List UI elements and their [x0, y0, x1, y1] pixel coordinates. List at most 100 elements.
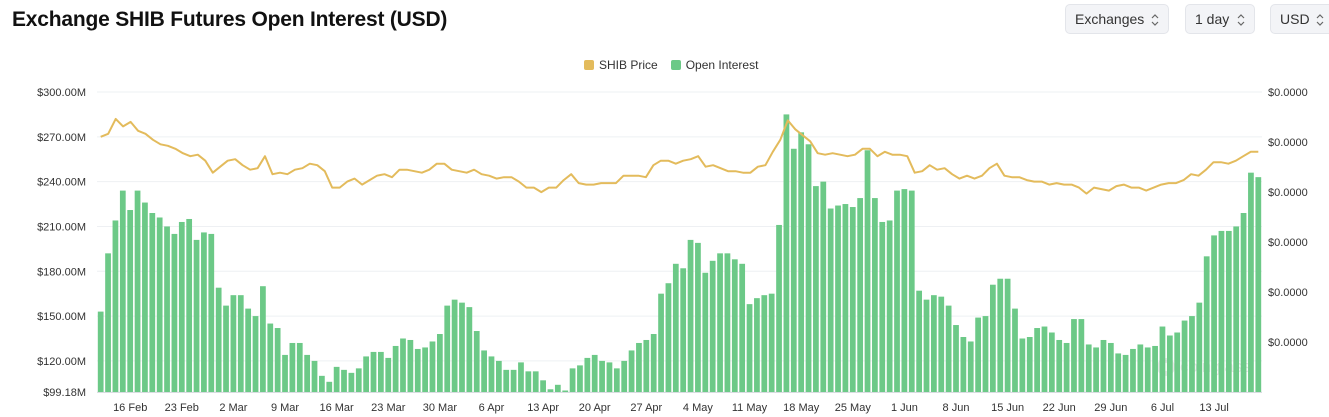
open-interest-bar[interactable] [532, 371, 539, 392]
open-interest-bar[interactable] [1100, 339, 1107, 392]
open-interest-bar[interactable] [798, 132, 805, 392]
open-interest-bar[interactable] [643, 339, 650, 392]
open-interest-bar[interactable] [687, 239, 694, 392]
open-interest-bar[interactable] [746, 304, 753, 392]
open-interest-bar[interactable] [134, 190, 141, 392]
open-interest-bar[interactable] [422, 347, 428, 392]
open-interest-bar[interactable] [569, 368, 576, 392]
open-interest-bar[interactable] [813, 186, 819, 392]
open-interest-bar[interactable] [97, 311, 104, 392]
open-interest-bar[interactable] [754, 298, 760, 392]
open-interest-bar[interactable] [326, 381, 333, 392]
open-interest-bar[interactable] [385, 357, 392, 392]
open-interest-bar[interactable] [451, 299, 458, 392]
open-interest-bar[interactable] [149, 213, 156, 392]
open-interest-bar[interactable] [1048, 332, 1055, 392]
open-interest-bar[interactable] [599, 360, 605, 392]
open-interest-bar[interactable] [665, 283, 672, 392]
open-interest-bar[interactable] [245, 308, 252, 392]
open-interest-bar[interactable] [444, 305, 451, 392]
open-interest-bar[interactable] [1115, 353, 1122, 392]
open-interest-bar[interactable] [1130, 348, 1136, 392]
open-interest-bar[interactable] [1166, 335, 1173, 393]
open-interest-bar[interactable] [407, 339, 414, 392]
open-interest-bar[interactable] [672, 263, 679, 392]
open-interest-bar[interactable] [282, 354, 288, 392]
open-interest-bar[interactable] [112, 220, 119, 392]
open-interest-bar[interactable] [1240, 213, 1247, 392]
open-interest-bar[interactable] [1041, 326, 1048, 392]
open-interest-bar[interactable] [776, 224, 782, 392]
open-interest-bar[interactable] [1225, 230, 1232, 392]
open-interest-bar[interactable] [695, 242, 701, 392]
currency-select[interactable]: USD [1270, 4, 1329, 34]
open-interest-bar[interactable] [879, 221, 886, 392]
open-interest-bar[interactable] [628, 350, 635, 392]
open-interest-bar[interactable] [436, 334, 443, 392]
open-interest-bar[interactable] [783, 114, 790, 392]
open-interest-bar[interactable] [333, 366, 340, 392]
open-interest-bar[interactable] [886, 220, 893, 392]
open-interest-bar[interactable] [1189, 316, 1195, 392]
open-interest-bar[interactable] [414, 348, 421, 392]
open-interest-bar[interactable] [304, 354, 311, 392]
open-interest-bar[interactable] [267, 323, 274, 392]
open-interest-bar[interactable] [1248, 172, 1254, 392]
open-interest-bar[interactable] [1174, 332, 1181, 392]
open-interest-bar[interactable] [901, 189, 908, 392]
open-interest-bar[interactable] [525, 371, 532, 392]
open-interest-bar[interactable] [584, 357, 591, 392]
open-interest-bar[interactable] [1026, 337, 1033, 392]
open-interest-bar[interactable] [1019, 338, 1026, 392]
open-interest-bar[interactable] [156, 217, 163, 392]
open-interest-bar[interactable] [1159, 326, 1166, 392]
open-interest-bar[interactable] [540, 380, 546, 392]
open-interest-bar[interactable] [319, 375, 325, 392]
open-interest-bar[interactable] [820, 181, 827, 392]
open-interest-bar[interactable] [1196, 302, 1203, 392]
open-interest-bar[interactable] [908, 190, 915, 392]
open-interest-bar[interactable] [1093, 347, 1099, 392]
open-interest-bar[interactable] [702, 272, 709, 392]
open-interest-bar[interactable] [724, 253, 731, 392]
open-interest-bar[interactable] [680, 268, 687, 392]
open-interest-bar[interactable] [554, 384, 561, 392]
open-interest-bar[interactable] [311, 360, 318, 392]
open-interest-bar[interactable] [1137, 344, 1144, 392]
open-interest-bar[interactable] [606, 362, 613, 392]
open-interest-bar[interactable] [923, 299, 930, 392]
open-interest-bar[interactable] [171, 233, 178, 392]
open-interest-bar[interactable] [1181, 320, 1188, 392]
open-interest-bar[interactable] [761, 295, 768, 392]
open-interest-bar[interactable] [370, 351, 377, 392]
open-interest-bar[interactable] [230, 295, 237, 392]
open-interest-bar[interactable] [636, 342, 642, 392]
shib-price-line[interactable] [100, 117, 1259, 195]
open-interest-bar[interactable] [945, 305, 952, 392]
open-interest-bar[interactable] [1078, 319, 1085, 392]
open-interest-bar[interactable] [400, 338, 406, 392]
open-interest-bar[interactable] [1012, 308, 1018, 392]
open-interest-bar[interactable] [731, 259, 738, 392]
open-interest-bar[interactable] [975, 317, 981, 392]
open-interest-bar[interactable] [577, 365, 583, 392]
open-interest-bar[interactable] [953, 325, 959, 392]
open-interest-bar[interactable] [709, 260, 716, 392]
open-interest-bar[interactable] [510, 369, 517, 392]
open-interest-bar[interactable] [1063, 342, 1070, 392]
open-interest-bar[interactable] [805, 144, 812, 392]
open-interest-bar[interactable] [466, 307, 473, 392]
open-interest-bar[interactable] [717, 253, 723, 392]
open-interest-bar[interactable] [503, 369, 510, 392]
open-interest-bar[interactable] [849, 207, 856, 392]
open-interest-bar[interactable] [1211, 235, 1217, 392]
open-interest-bar[interactable] [429, 341, 436, 392]
open-interest-bar[interactable] [1255, 177, 1262, 392]
open-interest-bar[interactable] [105, 253, 111, 392]
open-interest-bar[interactable] [1071, 319, 1077, 392]
open-interest-bar[interactable] [341, 369, 347, 392]
open-interest-bar[interactable] [237, 295, 244, 392]
open-interest-bar[interactable] [989, 284, 996, 392]
open-interest-bar[interactable] [613, 368, 620, 392]
open-interest-bar[interactable] [857, 198, 864, 392]
